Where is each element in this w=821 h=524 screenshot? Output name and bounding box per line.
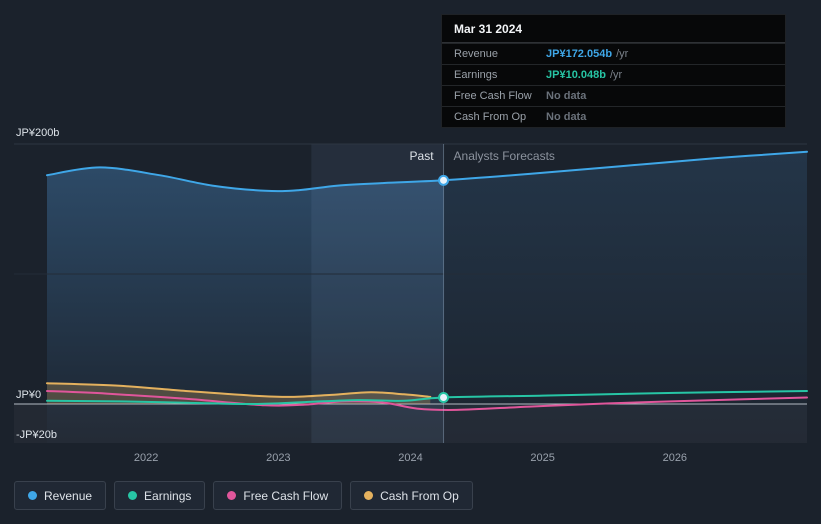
legend-label: Earnings <box>144 488 192 503</box>
tooltip-label: Free Cash Flow <box>454 90 532 102</box>
revenue-divider-marker[interactable] <box>438 174 450 186</box>
x-axis-label: 2025 <box>530 452 554 464</box>
analysts-forecasts-label: Analysts Forecasts <box>454 149 555 163</box>
legend-label: Revenue <box>44 488 93 503</box>
revenue-past-area <box>47 167 444 443</box>
legend-item-earnings[interactable]: Earnings <box>114 481 206 510</box>
past-label: Past <box>410 149 435 163</box>
legend-item-cash-from-op[interactable]: Cash From Op <box>350 481 473 510</box>
x-axis-label: 2024 <box>398 452 422 464</box>
legend: Revenue Earnings Free Cash Flow Cash Fro… <box>14 481 473 510</box>
free-cash-flow-dot-icon <box>227 491 237 500</box>
tooltip-value: No data <box>546 111 587 123</box>
tooltip-value: No data <box>546 90 587 102</box>
tooltip-row-cash-from-op: Cash From Op No data <box>442 106 785 127</box>
legend-item-free-cash-flow[interactable]: Free Cash Flow <box>213 481 343 510</box>
chart-svg[interactable]: JP¥200b JP¥0 -JP¥20b 2022 2023 2024 2025 2026 Pa… <box>0 0 821 470</box>
tooltip-value: JP¥172.054b <box>546 48 613 60</box>
revenue-line[interactable] <box>46 150 808 193</box>
legend-label: Cash From Op <box>380 488 459 503</box>
tooltip-date: Mar 31 2024 <box>442 15 785 43</box>
tooltip-label: Earnings <box>454 69 498 81</box>
revenue-dot-icon <box>28 491 37 500</box>
cash-from-op-dot-icon <box>364 491 374 500</box>
y-axis-label: -JP¥20b <box>16 429 57 441</box>
free-cash-flow-line[interactable] <box>46 390 808 412</box>
tooltip: Mar 31 2024 Revenue JP¥172.054b /yr Earn… <box>441 14 786 128</box>
legend-item-revenue[interactable]: Revenue <box>14 481 107 510</box>
tooltip-label: Cash From Op <box>454 111 527 123</box>
tooltip-label: Revenue <box>454 48 499 60</box>
y-axis-label: JP¥200b <box>16 127 59 139</box>
x-axis-label: 2026 <box>663 452 687 464</box>
legend-label: Free Cash Flow <box>243 488 329 503</box>
earnings-divider-marker[interactable] <box>438 392 450 403</box>
earnings-dot-icon <box>128 491 138 500</box>
tooltip-row-earnings: Earnings JP¥10.048b /yr <box>442 64 785 85</box>
tooltip-value: JP¥10.048b <box>546 69 606 81</box>
tooltip-suffix: /yr <box>616 48 629 60</box>
cash-from-op-line[interactable] <box>46 382 432 398</box>
x-axis-label: 2022 <box>134 452 158 464</box>
y-axis-label: JP¥0 <box>16 389 41 401</box>
tooltip-row-revenue: Revenue JP¥172.054b /yr <box>442 43 785 64</box>
tooltip-suffix: /yr <box>609 69 623 81</box>
tooltip-row-free-cash-flow: Free Cash Flow No data <box>442 85 785 106</box>
x-axis-label: 2023 <box>266 452 290 464</box>
revenue-forecast-area <box>443 151 807 444</box>
earnings-line[interactable] <box>46 390 808 406</box>
